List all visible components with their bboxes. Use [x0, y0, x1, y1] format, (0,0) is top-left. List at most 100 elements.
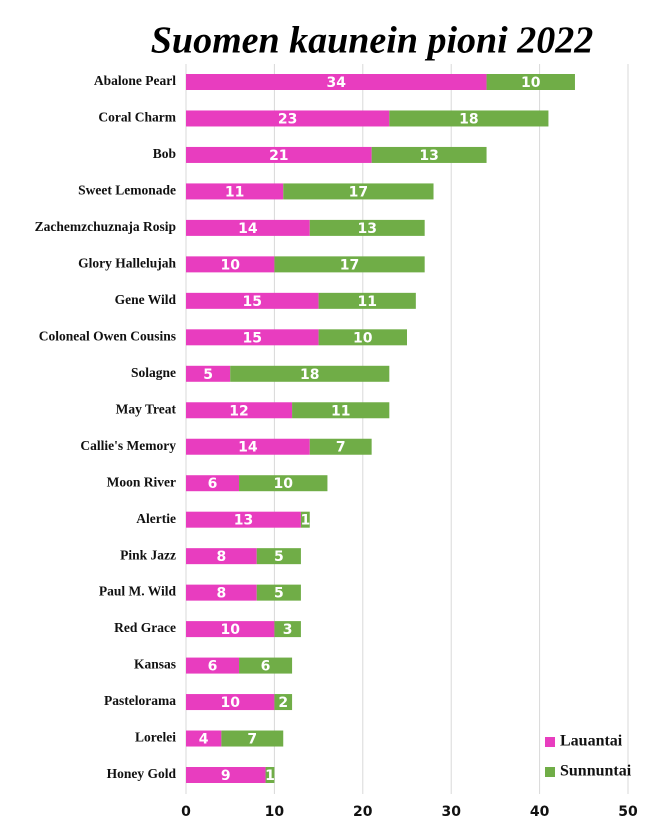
- y-tick-label: Lorelei: [135, 730, 176, 745]
- y-tick-label: Kansas: [134, 657, 176, 672]
- value-label: 4: [199, 732, 209, 748]
- bar-segment: [186, 548, 257, 565]
- value-label: 10: [220, 257, 240, 273]
- bar-segment: [186, 329, 319, 346]
- x-tick-label: 20: [353, 804, 373, 820]
- bar-segment: [318, 329, 407, 346]
- bar-segment: [274, 621, 301, 638]
- value-label: 34: [327, 75, 347, 91]
- value-label: 2: [278, 695, 288, 711]
- value-label: 21: [269, 148, 288, 164]
- y-tick-label: Solagne: [131, 365, 176, 380]
- value-label: 13: [234, 513, 253, 529]
- value-label: 17: [340, 257, 359, 273]
- value-label: 1: [265, 768, 275, 784]
- y-tick-label: Red Grace: [114, 620, 176, 635]
- bar-segment: [186, 74, 487, 90]
- bar-segment: [256, 584, 301, 601]
- value-label: 3: [283, 622, 293, 638]
- value-label: 10: [220, 695, 240, 711]
- value-label: 14: [238, 221, 258, 237]
- bar-segment: [292, 402, 390, 419]
- y-tick-label: Paul M. Wild: [99, 584, 177, 599]
- bar-segment: [186, 110, 390, 127]
- value-label: 6: [208, 659, 218, 675]
- value-label: 5: [274, 586, 284, 602]
- bar-segment: [186, 511, 301, 528]
- value-label: 15: [243, 330, 262, 346]
- value-label: 15: [243, 294, 262, 310]
- value-label: 13: [357, 221, 376, 237]
- y-tick-label: Sweet Lemonade: [78, 183, 176, 198]
- y-tick-label: Zachemzchuznaja Rosip: [35, 219, 176, 234]
- y-tick-label: Abalone Pearl: [94, 73, 176, 88]
- y-tick-label: Pink Jazz: [120, 547, 176, 562]
- y-tick-label: Callie's Memory: [80, 438, 176, 453]
- y-tick-label: Pastelorama: [104, 693, 176, 708]
- value-label: 5: [203, 367, 213, 383]
- bar-segment: [239, 657, 293, 674]
- bar-segment: [265, 767, 275, 783]
- y-tick-label: Gene Wild: [115, 292, 177, 307]
- value-label: 23: [278, 111, 297, 127]
- bar-segment: [389, 110, 549, 127]
- bar-segment: [186, 438, 310, 455]
- bar-segment: [230, 365, 390, 382]
- bar-segment: [186, 694, 275, 711]
- value-label: 18: [459, 111, 478, 127]
- bar-segment: [186, 256, 275, 273]
- bar-segment: [274, 694, 293, 711]
- x-tick-label: 40: [530, 804, 550, 820]
- legend-swatch: [545, 767, 555, 777]
- bar-segment: [186, 365, 231, 382]
- legend-swatch: [545, 737, 555, 747]
- bar-segment: [318, 292, 416, 309]
- bar-segment: [186, 219, 310, 236]
- bar-segment: [186, 292, 319, 309]
- bar-segment: [486, 74, 575, 90]
- value-label: 7: [247, 732, 257, 748]
- bar-segment: [186, 621, 275, 638]
- value-label: 11: [331, 403, 350, 419]
- bar-segment: [371, 146, 487, 163]
- bar-segment: [186, 657, 240, 674]
- y-tick-label: Glory Hallelujah: [78, 255, 176, 270]
- bar-segment: [274, 256, 425, 273]
- value-label: 14: [238, 440, 258, 456]
- value-label: 10: [220, 622, 240, 638]
- bar-segment: [256, 548, 301, 565]
- value-label: 5: [274, 549, 284, 565]
- value-label: 11: [225, 184, 244, 200]
- value-label: 17: [349, 184, 368, 200]
- value-label: 8: [216, 586, 226, 602]
- value-label: 10: [273, 476, 293, 492]
- x-tick-label: 10: [265, 804, 285, 820]
- bar-segment: [186, 146, 372, 163]
- bar-segment: [309, 438, 372, 455]
- value-label: 18: [300, 367, 319, 383]
- bar-segment: [186, 475, 240, 492]
- legend-label: Sunnuntai: [560, 763, 632, 780]
- value-label: 13: [419, 148, 438, 164]
- bar-segment: [186, 183, 284, 200]
- value-label: 11: [357, 294, 376, 310]
- value-label: 10: [353, 330, 373, 346]
- value-label: 7: [336, 440, 346, 456]
- bar-segment: [283, 183, 434, 200]
- y-tick-label: May Treat: [116, 401, 177, 416]
- value-label: 12: [229, 403, 248, 419]
- chart-title: Suomen kaunein pioni 2022: [151, 20, 593, 62]
- y-tick-label: Honey Gold: [107, 766, 177, 781]
- y-tick-label: Coloneal Owen Cousins: [39, 328, 176, 343]
- x-tick-label: 0: [181, 804, 191, 820]
- legend-label: Lauantai: [560, 733, 623, 750]
- value-label: 10: [521, 75, 541, 91]
- bar-segment: [300, 511, 310, 528]
- x-tick-label: 30: [441, 804, 461, 820]
- value-label: 8: [216, 549, 226, 565]
- bar-segment: [221, 730, 284, 747]
- value-label: 6: [208, 476, 218, 492]
- bar-segment: [186, 730, 222, 747]
- value-label: 9: [221, 768, 231, 784]
